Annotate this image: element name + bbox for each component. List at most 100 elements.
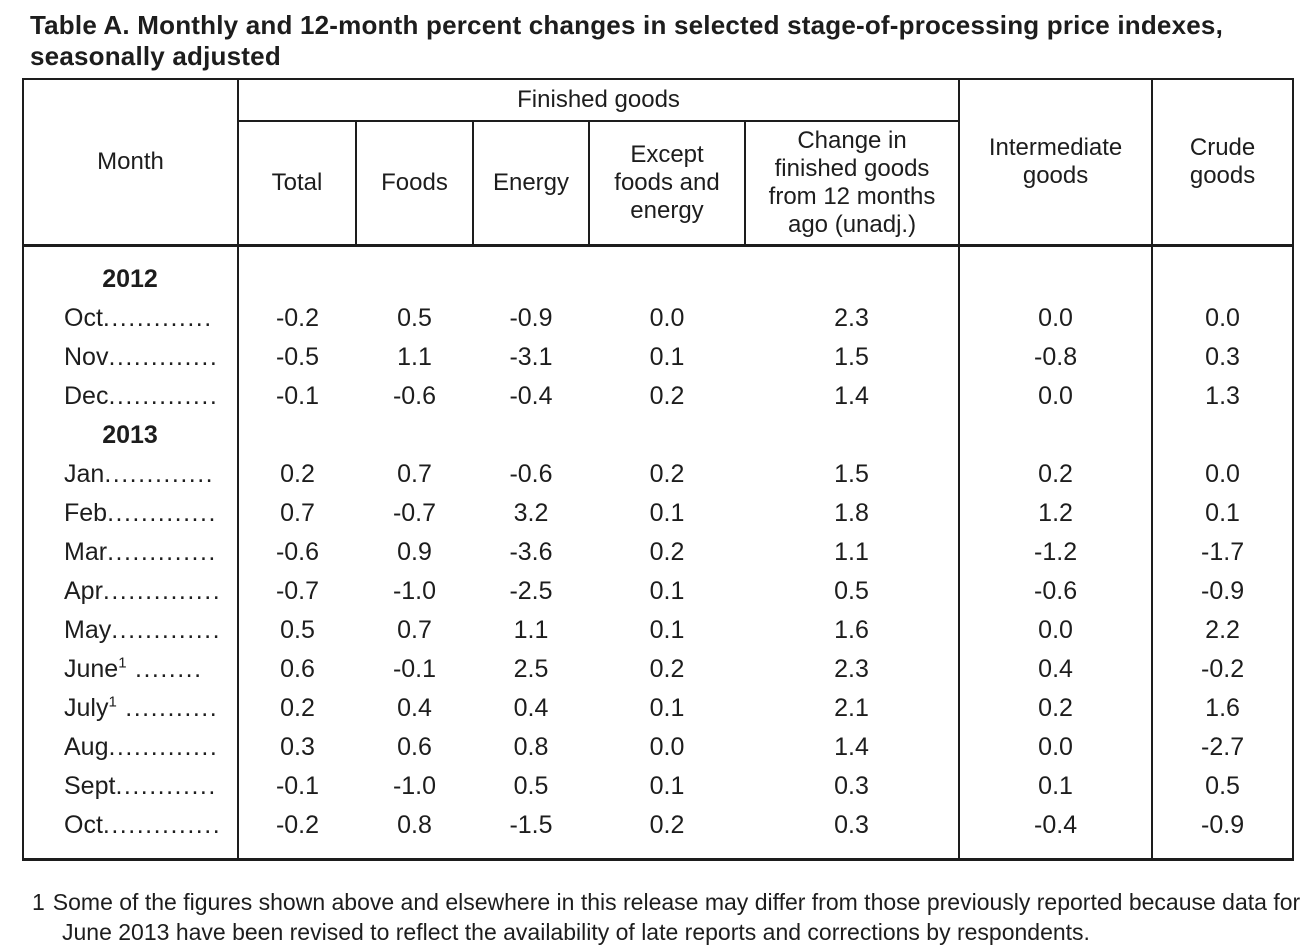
- table-row: Aug............. 0.3 0.6 0.8 0.0 1.4 0.0 -2.7: [23, 727, 1293, 767]
- dot-leader: ............: [115, 771, 217, 800]
- cell-change-12mo: 1.1: [745, 532, 961, 572]
- year-label: 2013: [23, 415, 239, 455]
- footnote-ref: 1: [118, 654, 127, 672]
- month-name: Apr: [64, 576, 103, 605]
- table-a-stage-of-processing: Month Finished goods Intermediate goods …: [22, 78, 1295, 861]
- cell-foods: -0.7: [392, 498, 437, 527]
- cell-foods: -0.6: [392, 381, 437, 410]
- footnote-marker: 1: [32, 888, 45, 915]
- cell-foods: -0.1: [392, 654, 437, 683]
- footnote-text: Some of the figures shown above and else…: [52, 888, 1301, 945]
- footnote-ref: 1: [108, 693, 117, 711]
- cell-except-foods-energy: 0.1: [649, 771, 685, 800]
- cell-change-12mo: 1.4: [745, 376, 961, 416]
- table-row: Nov............. -0.5 1.1 -3.1 0.1 1.5 -0.8 0.3: [23, 337, 1293, 377]
- cell-energy: 0.5: [513, 771, 549, 800]
- cell-foods: 0.9: [397, 537, 432, 566]
- row-label: July1 ...........: [23, 688, 239, 728]
- cell-foods: -1.0: [392, 771, 437, 800]
- cell-crude-goods: [1152, 245, 1293, 299]
- cell-foods: 0.4: [397, 693, 432, 722]
- cell-crude-goods: 0.1: [1205, 498, 1240, 527]
- dot-leader: ........: [126, 654, 203, 683]
- cell-energy: 0.8: [513, 732, 549, 761]
- col-header-crude-goods: Crude goods: [1189, 133, 1256, 189]
- col-header-change-12-months: Change in finished goods from 12 months …: [743, 121, 960, 245]
- cell-energy: -3.1: [509, 342, 553, 371]
- row-label: Feb.............: [23, 493, 239, 533]
- table-row: May............. 0.5 0.7 1.1 0.1 1.6 0.0 2.2: [23, 610, 1293, 650]
- row-label: June1 ........: [23, 649, 239, 689]
- cell-change-12mo: 1.5: [745, 337, 961, 377]
- cell-change-12mo: 2.3: [745, 298, 961, 338]
- cell-total: -0.2: [275, 303, 320, 332]
- cell-total: 0.2: [280, 459, 315, 488]
- cell-intermediate-goods: 0.2: [959, 454, 1154, 494]
- dot-leader: .............: [108, 381, 219, 410]
- cell-change-12mo: [745, 415, 961, 455]
- cell-intermediate-goods: 0.1: [959, 766, 1154, 806]
- cell-energy: 2.5: [513, 654, 549, 683]
- cell-change-12mo: [745, 245, 961, 299]
- row-label: Mar.............: [23, 532, 239, 572]
- cell-intermediate-goods: 1.2: [959, 493, 1154, 533]
- cell-energy: 3.2: [513, 498, 549, 527]
- cell-change-12mo: 2.1: [745, 688, 961, 728]
- month-name: July: [64, 693, 109, 722]
- cell-intermediate-goods: -0.8: [959, 337, 1154, 377]
- cell-except-foods-energy: 0.2: [649, 810, 685, 839]
- row-label: May.............: [23, 610, 239, 650]
- cell-intermediate-goods: [959, 415, 1154, 455]
- row-label: Dec.............: [23, 376, 239, 416]
- cell-intermediate-goods: 0.0: [959, 298, 1154, 338]
- dot-leader: ..............: [102, 576, 222, 605]
- cell-intermediate-goods: 0.4: [959, 649, 1154, 689]
- cell-energy: -0.4: [509, 381, 553, 410]
- month-name: Jan: [64, 459, 105, 488]
- row-label: Apr..............: [23, 571, 239, 611]
- cell-energy: -3.6: [509, 537, 553, 566]
- cell-crude-goods: -0.9: [1201, 810, 1245, 839]
- dot-leader: .............: [107, 537, 217, 566]
- cell-except-foods-energy: 0.2: [649, 459, 685, 488]
- cell-energy: -0.6: [509, 459, 553, 488]
- footnote: 1 Some of the figures shown above and els…: [32, 887, 1310, 945]
- cell-crude-goods: -0.2: [1201, 654, 1245, 683]
- cell-crude-goods: 0.3: [1205, 342, 1240, 371]
- month-name: June: [64, 654, 119, 683]
- header-group-row: Month Finished goods Intermediate goods …: [23, 79, 1293, 245]
- col-header-except-foods-energy: Except foods and energy: [588, 121, 745, 245]
- cell-crude-goods: [1152, 416, 1293, 455]
- cell-energy: 0.4: [513, 693, 549, 722]
- cell-change-12mo: 1.5: [745, 454, 961, 494]
- dot-leader: .............: [107, 498, 217, 527]
- cell-total: -0.7: [275, 576, 320, 605]
- dot-leader: ...........: [116, 693, 219, 722]
- cell-total: 0.2: [280, 693, 315, 722]
- cell-crude-goods: 2.2: [1205, 615, 1240, 644]
- cell-except-foods-energy: [589, 245, 745, 299]
- cell-except-foods-energy: 0.0: [649, 732, 685, 761]
- cell-intermediate-goods: -0.6: [959, 571, 1154, 611]
- table-row: Oct............. -0.2 0.5 -0.9 0.0 2.3 0.0 0.0: [23, 298, 1293, 338]
- cell-foods: 0.6: [397, 732, 432, 761]
- cell-change-12mo: 1.4: [745, 727, 961, 767]
- dot-leader: .............: [102, 303, 213, 332]
- month-name: Feb: [64, 498, 108, 527]
- cell-change-12mo: 2.3: [745, 649, 961, 689]
- table-row: Dec............. -0.1 -0.6 -0.4 0.2 1.4 0.0 1.3: [23, 376, 1293, 416]
- cell-total: -0.6: [275, 537, 320, 566]
- cell-foods: 0.8: [397, 810, 432, 839]
- row-label: Sept............: [23, 766, 239, 806]
- cell-total: 0.6: [280, 654, 315, 683]
- dot-leader: .............: [108, 342, 219, 371]
- row-label: Oct.............: [23, 298, 239, 338]
- cell-intermediate-goods: -1.2: [959, 532, 1154, 572]
- cell-total: -0.2: [275, 810, 320, 839]
- cell-change-12mo: 1.8: [745, 493, 961, 533]
- cell-total: 0.3: [280, 732, 315, 761]
- table-row: June1 ........ 0.6 -0.1 2.5 0.2 2.3 0.4 -0.2: [23, 649, 1293, 689]
- cell-energy: -1.5: [509, 810, 553, 839]
- month-name: May: [64, 615, 112, 644]
